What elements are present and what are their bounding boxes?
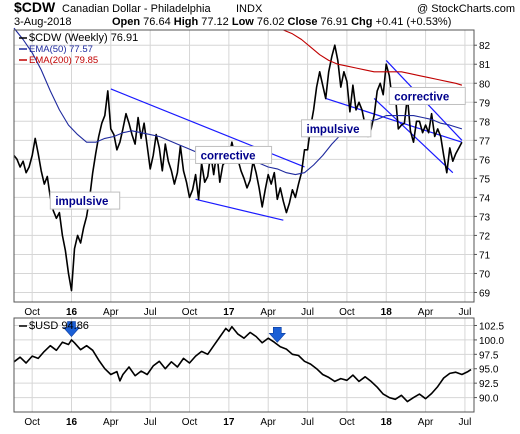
annotation-text: corrective: [394, 91, 449, 103]
x-tick-label: Oct: [182, 417, 198, 428]
annotation-box: [388, 86, 466, 105]
legend-label: EMA(50) 77.57: [29, 44, 93, 55]
y-tick-label: 74: [479, 193, 491, 204]
trendline: [325, 97, 463, 143]
x-tick-label: Apr: [418, 417, 434, 428]
y-tick-label: 78: [479, 117, 491, 128]
x-tick-label: Oct: [24, 417, 40, 428]
annotation-box: [49, 191, 121, 210]
y-tick-label: 81: [479, 60, 491, 71]
x-tick-label: Oct: [24, 307, 40, 318]
x-tick-label: Apr: [418, 307, 434, 318]
x-tick-label: Jul: [301, 417, 314, 428]
plot-area: [14, 30, 474, 302]
y-tick-label: 95.0: [479, 365, 499, 376]
x-tick-label: 18: [381, 417, 393, 428]
y-tick-label: 80: [479, 79, 491, 90]
x-tick-label: Jul: [144, 307, 157, 318]
trendline: [195, 198, 284, 221]
stat-value: +0.41 (+0.53%): [376, 16, 452, 28]
stat-label: High: [171, 16, 202, 28]
y-tick-label: 92.5: [479, 379, 499, 390]
y-tick-label: 77: [479, 136, 491, 147]
annotation-box: [301, 119, 372, 138]
annotation: corrective: [195, 145, 273, 164]
x-tick-label: Jul: [459, 417, 472, 428]
usd-panel: 90.0 92.5 95.0 97.5 100.0 102.5 Oct 16 Apr Jul Oct…: [13, 317, 504, 428]
plot-border: [13, 317, 475, 413]
chart-exchange: INDX: [236, 3, 263, 15]
x-tick-label: Jul: [459, 307, 472, 318]
stat-value: 76.02: [257, 16, 285, 28]
annotation-box: [195, 145, 273, 164]
chart-date: 3-Aug-2018: [14, 16, 72, 28]
annotation: impulsive: [49, 191, 121, 210]
y-tick-label: 75: [479, 174, 491, 185]
legend: $USD 94.86: [19, 320, 89, 332]
annotation: corrective: [388, 86, 466, 105]
y-tick-label: 70: [479, 269, 491, 280]
x-tick-label: 16: [66, 307, 78, 318]
price-line: [13, 325, 472, 403]
down-arrow-icon: [268, 327, 286, 343]
y-tick-label: 79: [479, 98, 491, 109]
plot-border: [13, 29, 475, 303]
x-tick-label: Apr: [260, 307, 276, 318]
x-tick-label: Apr: [103, 307, 119, 318]
annotation-text: impulsive: [307, 124, 360, 136]
stat-label: Close: [284, 16, 320, 28]
stat-label: Low: [229, 16, 257, 28]
stat-label: Open: [112, 16, 143, 28]
stats-line: Open 76.64 High 77.12 Low 76.02 Close 76…: [112, 16, 451, 28]
y-tick-label: 72: [479, 231, 491, 242]
annotation: impulsive: [301, 119, 372, 138]
y-tick-label: 90.0: [479, 394, 499, 405]
y-tick-label: 71: [479, 250, 491, 261]
x-tick-label: 17: [223, 417, 235, 428]
down-arrow-icon: [62, 321, 81, 337]
x-tick-label: 17: [223, 307, 235, 318]
legend-label: $USD 94.86: [29, 320, 89, 332]
y-tick-label: 97.5: [479, 350, 499, 361]
chart-name: Canadian Dollar - Philadelphia: [62, 3, 211, 15]
stat-value: 76.64: [143, 16, 171, 28]
stat-value: 77.12: [201, 16, 229, 28]
main-price-panel: impulsive corrective impulsive corrective 69…: [13, 27, 491, 318]
trendline: [110, 88, 305, 168]
x-tick-label: Apr: [103, 417, 119, 428]
x-tick-label: Oct: [339, 417, 355, 428]
plot-area: [14, 318, 474, 412]
price-stats: Open 76.64 High 77.12 Low 76.02 Close 76…: [112, 16, 451, 28]
x-tick-label: 16: [66, 417, 78, 428]
y-tick-label: 76: [479, 155, 491, 166]
y-tick-label: 82: [479, 41, 491, 52]
x-tick-label: Oct: [339, 307, 355, 318]
y-tick-label: 73: [479, 212, 491, 223]
x-tick-label: Oct: [182, 307, 198, 318]
stat-label: Chg: [348, 16, 376, 28]
x-tick-label: Jul: [144, 417, 157, 428]
x-tick-label: Jul: [301, 307, 314, 318]
x-tick-label: Apr: [260, 417, 276, 428]
trendline: [373, 98, 454, 174]
y-tick-label: 102.5: [479, 321, 504, 332]
watermark: @ StockCharts.com: [417, 3, 515, 15]
x-tick-label: 18: [381, 307, 393, 318]
chart-symbol: $CDW: [14, 0, 56, 15]
y-tick-label: 69: [479, 288, 491, 299]
y-tick-label: 100.0: [479, 336, 504, 347]
stat-value: 76.91: [321, 16, 349, 28]
legend-label: $CDW (Weekly) 76.91: [29, 32, 138, 44]
annotation-text: impulsive: [55, 196, 108, 208]
legend-label: EMA(200) 79.85: [29, 55, 98, 66]
ema200-line: [283, 29, 463, 86]
annotation-text: corrective: [201, 150, 256, 162]
